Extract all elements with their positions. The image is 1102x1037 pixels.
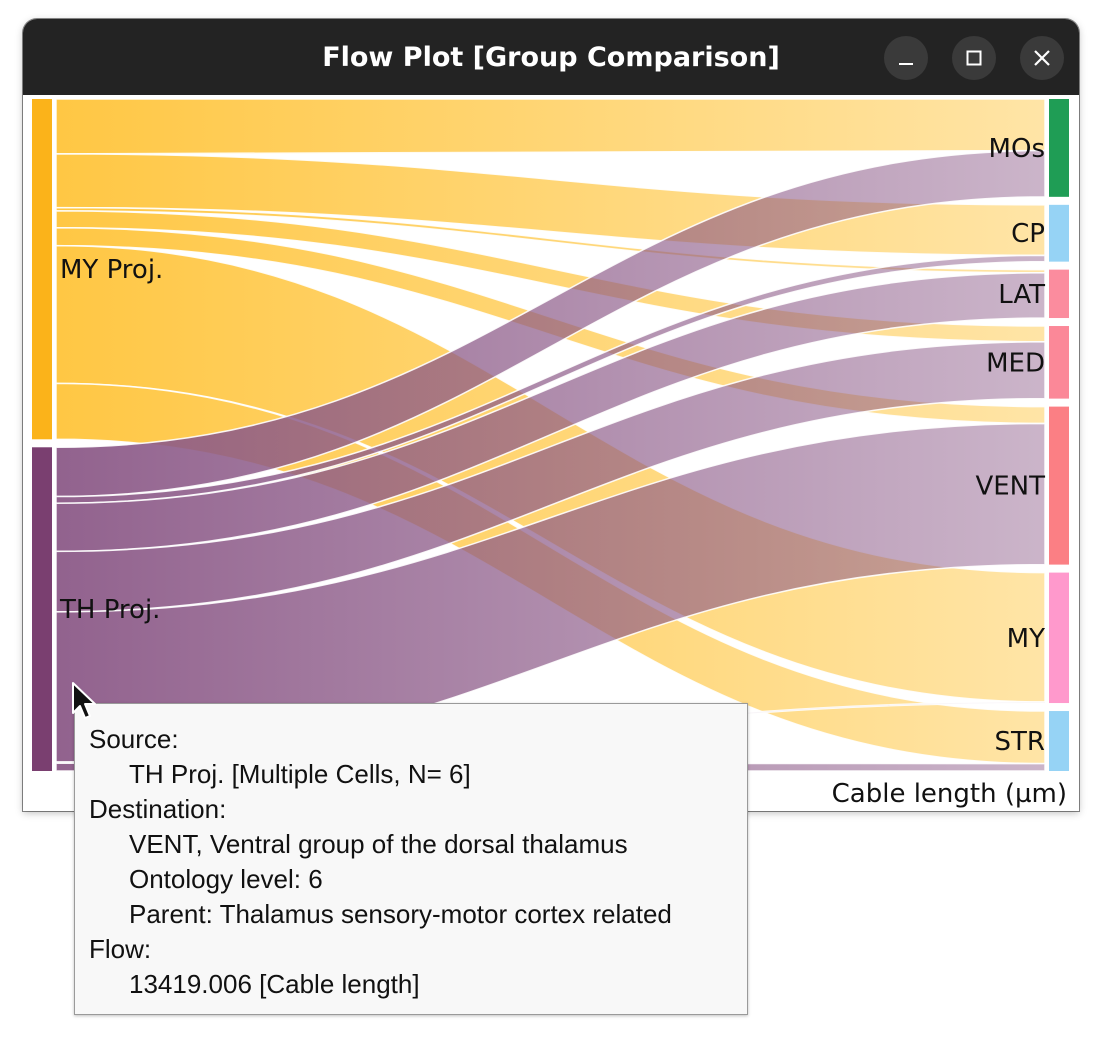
source-label-my-proj: MY Proj.	[60, 255, 163, 285]
tooltip-ontology-level: Ontology level: 6	[129, 864, 323, 894]
tooltip-destination-heading: Destination:	[89, 794, 227, 824]
tooltip-flow-value: 13419.006 [Cable length]	[129, 969, 420, 999]
source-node-th-proj[interactable]	[32, 447, 52, 771]
minimize-button[interactable]	[884, 36, 928, 80]
target-node-my[interactable]	[1049, 572, 1069, 704]
labels-layer: MY Proj. TH Proj. MOs CP LAT MED VENT MY STR	[59, 134, 1045, 757]
target-node-cp[interactable]	[1049, 204, 1069, 262]
target-node-lat[interactable]	[1049, 269, 1069, 319]
flow-th-proj-to-cp[interactable]	[55, 254, 1046, 505]
target-node-vent[interactable]	[1049, 406, 1069, 565]
target-label-vent: VENT	[975, 472, 1045, 502]
tooltip-source-heading: Source:	[89, 724, 179, 754]
close-button[interactable]	[1020, 36, 1064, 80]
target-node-med[interactable]	[1049, 326, 1069, 399]
target-node-str[interactable]	[1049, 711, 1069, 771]
flow-my-proj-to-mos[interactable]	[55, 98, 1046, 155]
flows-layer	[55, 98, 1046, 772]
target-node-mos[interactable]	[1049, 99, 1069, 197]
quantity-label: Cable length (µm)	[832, 779, 1067, 809]
flow-th-proj-to-med[interactable]	[55, 341, 1046, 613]
close-icon	[1034, 50, 1050, 66]
nodes-layer	[32, 99, 1069, 771]
target-label-lat: LAT	[998, 280, 1045, 310]
sankey-chart[interactable]: MY Proj. TH Proj. MOs CP LAT MED VENT MY STR Cab…	[23, 95, 1079, 811]
target-label-med: MED	[986, 348, 1045, 378]
target-label-str: STR	[995, 727, 1045, 757]
tooltip-flow-heading: Flow:	[89, 934, 152, 964]
source-label-th-proj: TH Proj.	[59, 595, 160, 625]
mouse-cursor-icon	[72, 682, 96, 719]
target-label-my: MY	[1007, 624, 1045, 654]
tooltip-destination-name: VENT, Ventral group of the dorsal thalam…	[129, 829, 628, 859]
title-bar[interactable]: Flow Plot [Group Comparison]	[23, 19, 1079, 95]
target-label-mos: MOs	[989, 134, 1045, 164]
maximize-button[interactable]	[952, 36, 996, 80]
maximize-icon	[966, 50, 982, 66]
target-label-cp: CP	[1011, 219, 1045, 249]
source-node-my-proj[interactable]	[32, 99, 52, 440]
tooltip-parent: Parent: Thalamus sensory-motor cortex re…	[129, 899, 672, 929]
minimize-icon	[899, 63, 913, 65]
window-title: Flow Plot [Group Comparison]	[322, 42, 780, 73]
flow-th-proj-to-mos[interactable]	[55, 149, 1046, 498]
flow-tooltip: Source: TH Proj. [Multiple Cells, N= 6] …	[74, 703, 748, 1015]
plot-area[interactable]: MY Proj. TH Proj. MOs CP LAT MED VENT MY STR Cab…	[23, 95, 1079, 811]
tooltip-source-value: TH Proj. [Multiple Cells, N= 6]	[129, 759, 471, 789]
flow-plot-window: Flow Plot [Group Comparison] MY Proj. TH …	[23, 19, 1079, 811]
flow-th-proj-to-lat[interactable]	[55, 272, 1046, 553]
